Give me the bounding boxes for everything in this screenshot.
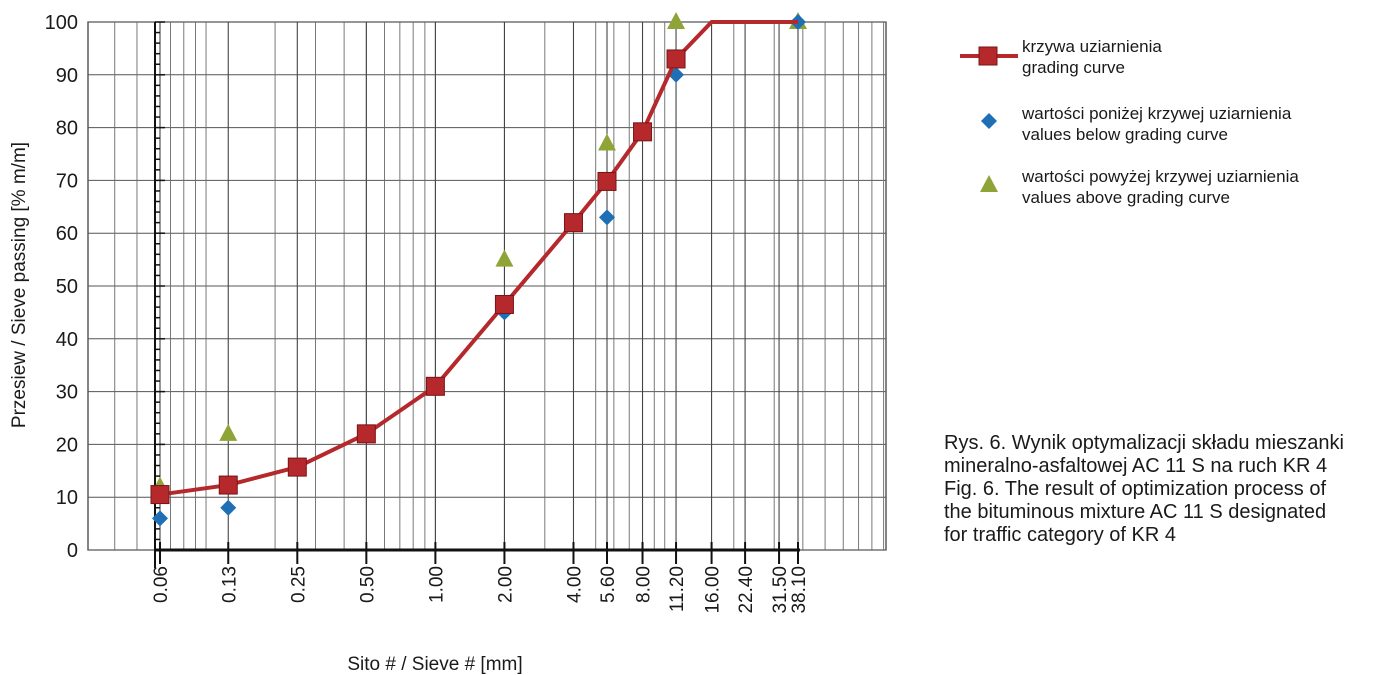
y-tick-label: 0 xyxy=(67,540,78,562)
x-tick-label: 0.50 xyxy=(357,566,378,603)
y-tick-label: 70 xyxy=(56,170,78,192)
x-tick-label: 38.10 xyxy=(789,566,810,614)
x-tick-label: 0.13 xyxy=(219,566,240,603)
legend-label-pl: wartości poniżej krzywej uziarnienia xyxy=(1022,104,1292,123)
x-tick-label: 2.00 xyxy=(495,566,516,603)
x-tick-label: 11.20 xyxy=(667,566,688,612)
y-tick-label: 50 xyxy=(56,276,78,298)
grading-curve-point xyxy=(218,475,238,495)
x-tick-label: 8.00 xyxy=(634,566,655,603)
grading-curve-point xyxy=(633,122,653,142)
x-tick-label: 22.40 xyxy=(736,566,757,614)
above-curve-point xyxy=(495,249,514,267)
legend-item-below-curve: wartości poniżej krzywej uziarnienia val… xyxy=(1022,103,1291,145)
caption-line: Rys. 6. Wynik optymalizacji składu miesz… xyxy=(944,432,1344,454)
y-tick-label: 40 xyxy=(56,329,78,351)
y-tick-label: 90 xyxy=(56,65,78,87)
grading-curve-point xyxy=(563,213,583,233)
grading-curve-point xyxy=(425,376,445,396)
x-tick-labels: 0.06 0.13 0.25 0.50 1.00 2.00 4.00 5.60 8.00 11.2… xyxy=(151,566,810,614)
y-tick-label: 30 xyxy=(56,382,78,404)
y-tick-label: 80 xyxy=(56,118,78,140)
caption-line: the bituminous mixture AC 11 S designate… xyxy=(944,501,1327,523)
x-tick-label: 1.00 xyxy=(426,566,447,603)
caption-line: for traffic category of KR 4 xyxy=(944,524,1176,546)
above-curve-point xyxy=(667,12,686,29)
grading-curve-point xyxy=(150,485,170,505)
y-tick-labels: 0 10 20 30 40 50 60 70 80 90 100 xyxy=(45,12,78,562)
x-axis-label: Sito # / Sieve # [mm] xyxy=(347,654,522,675)
caption-line: Fig. 6. The result of optimization proce… xyxy=(944,478,1327,500)
y-tick-label: 10 xyxy=(56,487,78,509)
grading-curve-line xyxy=(159,20,798,497)
legend-markers xyxy=(960,46,1018,192)
below-curve-point xyxy=(220,499,237,516)
legend-square-marker xyxy=(978,46,998,66)
legend-item-grading-curve: krzywa uziarnienia grading curve xyxy=(1022,36,1162,78)
figure-caption: Rys. 6. Wynik optymalizacji składu miesz… xyxy=(944,432,1344,547)
x-tick-label: 31.50 xyxy=(770,566,791,614)
x-tick-label: 0.25 xyxy=(288,566,309,603)
legend-label-en: values below grading curve xyxy=(1022,125,1229,144)
grading-curve-point xyxy=(666,49,686,69)
legend-triangle-marker xyxy=(980,175,998,192)
above-curve-point xyxy=(219,423,238,441)
below-curve-point xyxy=(152,510,168,527)
y-tick-label: 20 xyxy=(56,434,78,456)
x-tick-label: 0.06 xyxy=(151,566,172,603)
grading-curve-point xyxy=(597,171,617,191)
y-tick-label: 100 xyxy=(45,12,78,34)
legend-item-above-curve: wartości powyżej krzywej uziarnienia val… xyxy=(1022,166,1299,208)
below-curve-point xyxy=(598,209,615,226)
legend-label-pl: krzywa uziarnienia xyxy=(1022,37,1162,56)
x-tick-label: 4.00 xyxy=(564,566,585,603)
y-tick-label: 60 xyxy=(56,223,78,245)
legend-label-en: values above grading curve xyxy=(1022,188,1230,207)
grading-curve-point xyxy=(287,457,307,477)
legend-label-pl: wartości powyżej krzywej uziarnienia xyxy=(1022,167,1299,186)
above-curve-point xyxy=(597,133,616,151)
x-tick-label: 5.60 xyxy=(598,566,619,603)
x-tick-label: 16.00 xyxy=(703,566,724,614)
caption-line: mineralno-asfaltowej AC 11 S na ruch KR … xyxy=(944,455,1328,477)
grading-curve-point xyxy=(356,424,376,444)
chart-grid xyxy=(87,21,887,551)
legend-diamond-marker xyxy=(981,113,997,129)
legend-label-en: grading curve xyxy=(1022,58,1126,77)
chart-series xyxy=(150,12,807,527)
grading-curve-point xyxy=(494,294,514,314)
chart-axes xyxy=(154,21,800,568)
y-axis-label: Przesiew / Sieve passing [% m/m] xyxy=(9,142,30,428)
